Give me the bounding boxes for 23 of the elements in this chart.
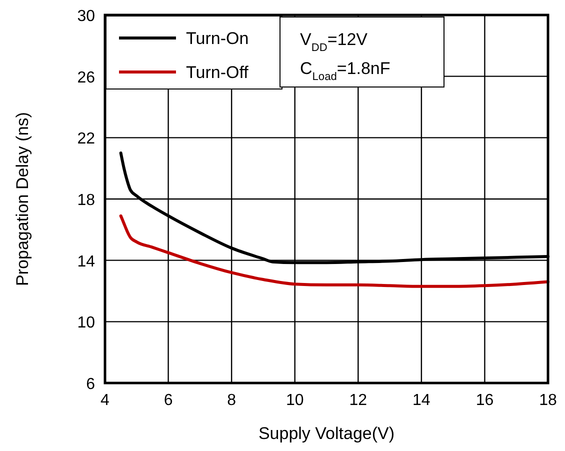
x-tick-label: 12 <box>349 392 368 409</box>
x-tick-label: 8 <box>227 392 236 409</box>
y-tick-label: 26 <box>77 69 96 86</box>
line-series <box>119 214 550 288</box>
y-tick-label: 22 <box>77 130 96 148</box>
x-tick-label: 18 <box>539 392 557 409</box>
y-tick-label: 30 <box>77 8 96 25</box>
legend-label: Turn-Off <box>186 63 249 82</box>
y-tick-label: 10 <box>77 314 96 332</box>
y-tick-label: 14 <box>77 253 96 270</box>
y-axis-title: Propagation Delay (ns) <box>13 112 32 286</box>
x-tick-label: 10 <box>286 392 304 409</box>
x-tick-label: 16 <box>476 392 494 409</box>
x-tick-label: 14 <box>412 392 430 409</box>
x-tick-label: 4 <box>100 392 110 409</box>
y-tick-label: 6 <box>86 376 96 393</box>
x-axis-title: Supply Voltage(V) <box>258 424 395 443</box>
legend-label: Turn-On <box>186 29 249 48</box>
y-tick-label: 18 <box>77 192 96 209</box>
annotation: V$_{DD}$=12V <box>300 30 368 54</box>
annotation: C$_{Load}$=1.8nF <box>300 59 390 83</box>
note-box: V$_{DD}$=12V C$_{Load}$=1.8nF <box>280 16 444 88</box>
x-tick-label: 6 <box>164 392 173 409</box>
